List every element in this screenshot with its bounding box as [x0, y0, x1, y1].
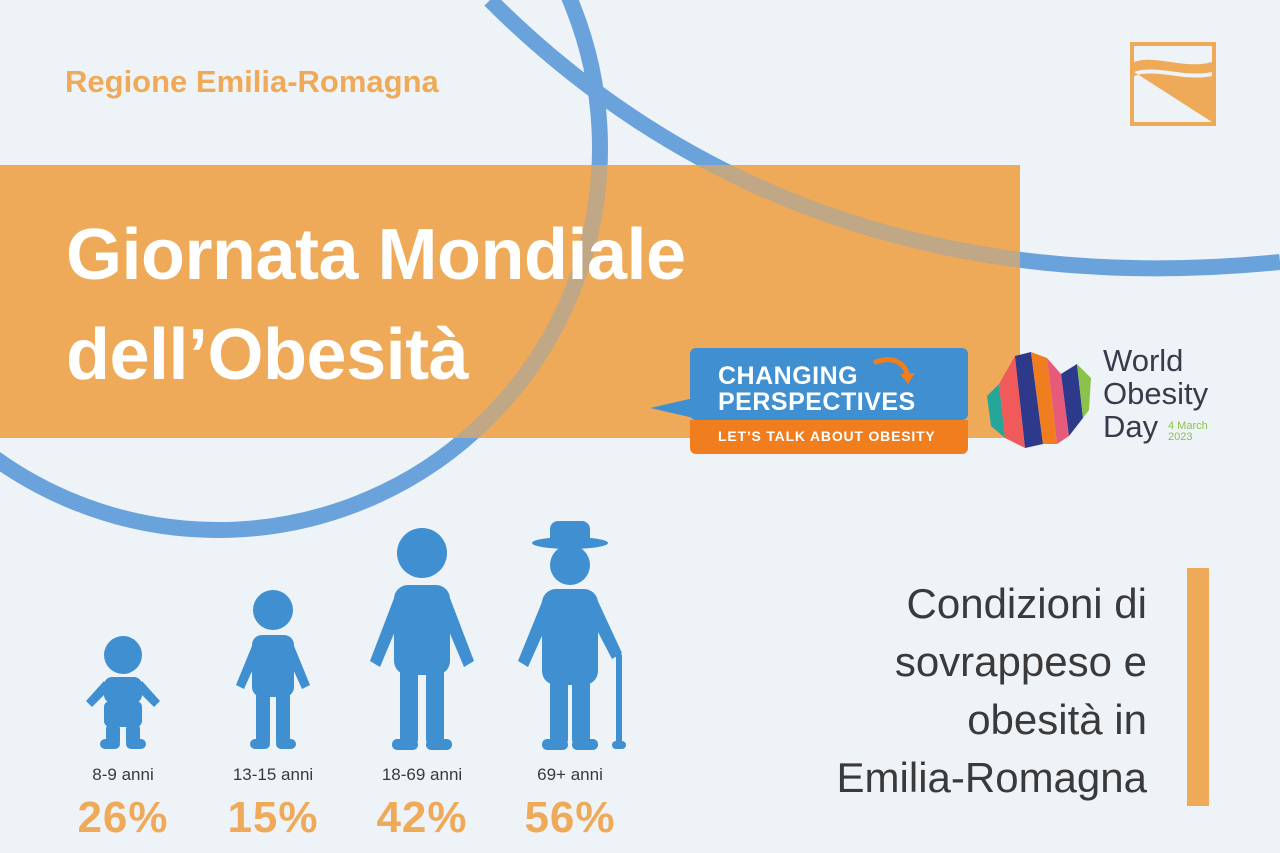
conditions-line-1: Condizioni di [906, 580, 1147, 627]
wod-line-3: Day [1103, 409, 1159, 444]
conditions-line-3: obesità in [967, 696, 1147, 743]
age-label-4: 69+ anni [537, 765, 603, 784]
region-logo-icon [1130, 42, 1216, 126]
campaign-line-2: PERSPECTIVES [718, 388, 916, 416]
conditions-heading: Condizioni di sovrappeso e obesità in Em… [837, 575, 1147, 807]
page-title: Giornata Mondiale dell’Obesità [66, 205, 686, 405]
wod-line-1: World [1103, 343, 1184, 378]
percentage-value-1: 26% [77, 793, 169, 842]
title-line-1: Giornata Mondiale [66, 215, 686, 295]
child-figure-icon [236, 590, 310, 749]
percentage-value-3: 42% [376, 793, 468, 842]
conditions-line-4: Emilia-Romagna [836, 754, 1147, 801]
speech-bubble [690, 348, 968, 420]
percentage-value-4: 56% [524, 793, 616, 842]
wod-date-year: 2023 [1168, 431, 1193, 443]
accent-bar [1187, 568, 1209, 806]
region-name: Regione Emilia-Romagna [65, 64, 439, 99]
campaign-badge: CHANGING PERSPECTIVES LET’S TALK ABOUT O… [650, 348, 970, 456]
percentage-value-2: 15% [227, 793, 319, 842]
campaign-strip [690, 420, 968, 454]
conditions-line-2: sovrappeso e [894, 638, 1147, 685]
age-label-3: 18-69 anni [381, 765, 463, 784]
adult-figure-icon [370, 528, 474, 750]
world-obesity-day-title: World Obesity Day [1103, 344, 1208, 443]
baby-figure-icon [86, 636, 160, 749]
curved-arrow-icon [873, 357, 915, 384]
campaign-line-1: CHANGING [718, 362, 859, 390]
title-line-2: dell’Obesità [66, 315, 469, 395]
age-figures [60, 515, 660, 765]
world-obesity-day-logo-icon [987, 352, 1091, 448]
speech-bubble-tail [650, 398, 694, 418]
elderly-figure-icon [518, 521, 626, 750]
wod-date-day: 4 March [1168, 420, 1208, 432]
campaign-tagline: LET’S TALK ABOUT OBESITY [718, 428, 936, 444]
wod-line-2: Obesity [1103, 376, 1209, 411]
age-label-1: 8-9 anni [92, 765, 154, 784]
world-obesity-day-date: 4 March 2023 [1168, 421, 1228, 443]
age-label-2: 13-15 anni [232, 765, 314, 784]
